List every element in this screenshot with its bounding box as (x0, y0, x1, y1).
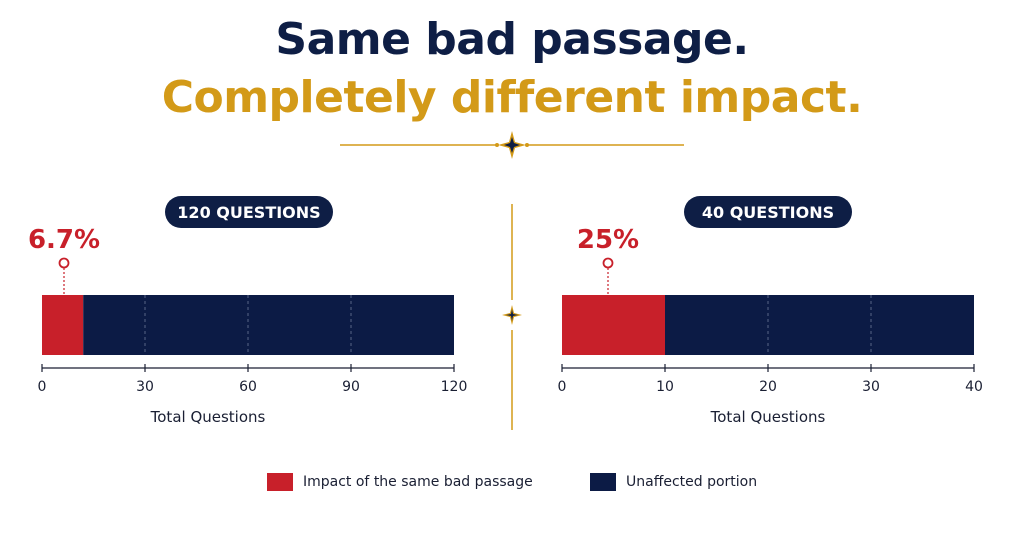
bar-unaffected-segment (83, 295, 454, 355)
title-divider (340, 131, 684, 159)
x-tick-label: 10 (656, 379, 674, 395)
chart-120-questions: 120 QUESTIONS 0 30 60 90 120 Total Questions 6.… (28, 196, 467, 426)
x-tick-label: 120 (441, 379, 468, 395)
impact-percentage-label: 6.7% (28, 225, 100, 255)
x-tick-label: 0 (558, 379, 567, 395)
title-line-2: Completely different impact. (161, 72, 863, 123)
x-tick-label: 30 (862, 379, 880, 395)
impact-percentage-label: 25% (577, 225, 639, 255)
x-axis-label: Total Questions (710, 408, 826, 426)
legend-item-unaffected: Unaffected portion (590, 472, 757, 492)
legend-item-impact: Impact of the same bad passage (267, 472, 533, 492)
legend-swatch-unaffected (590, 473, 616, 491)
x-tick-label: 40 (965, 379, 983, 395)
legend-swatch-impact (267, 473, 293, 491)
chart-title: 40 QUESTIONS (702, 203, 834, 222)
annotation-pin-head (602, 257, 614, 269)
x-tick-label: 60 (239, 379, 257, 395)
title-line-1: Same bad passage. (275, 14, 749, 65)
x-axis-label: Total Questions (150, 408, 266, 426)
bar-impact-segment (42, 295, 84, 355)
x-tick-label: 0 (38, 379, 47, 395)
chart-title: 120 QUESTIONS (177, 203, 320, 222)
legend-label-impact: Impact of the same bad passage (303, 474, 533, 490)
chart-40-questions: 40 QUESTIONS 0 10 20 30 40 Total Questions 25% (558, 196, 983, 426)
bar-unaffected-segment (665, 295, 974, 355)
legend-label-unaffected: Unaffected portion (626, 474, 758, 490)
compass-star-icon (498, 131, 526, 159)
x-tick-label: 30 (136, 379, 154, 395)
x-tick-label: 20 (759, 379, 777, 395)
center-divider (502, 204, 522, 430)
small-star-icon (502, 305, 522, 325)
bar-impact-segment (562, 295, 665, 355)
chart-title-pill (684, 196, 852, 228)
x-tick-label: 90 (342, 379, 360, 395)
annotation-pin-head (58, 257, 70, 269)
chart-title-pill (165, 196, 333, 228)
